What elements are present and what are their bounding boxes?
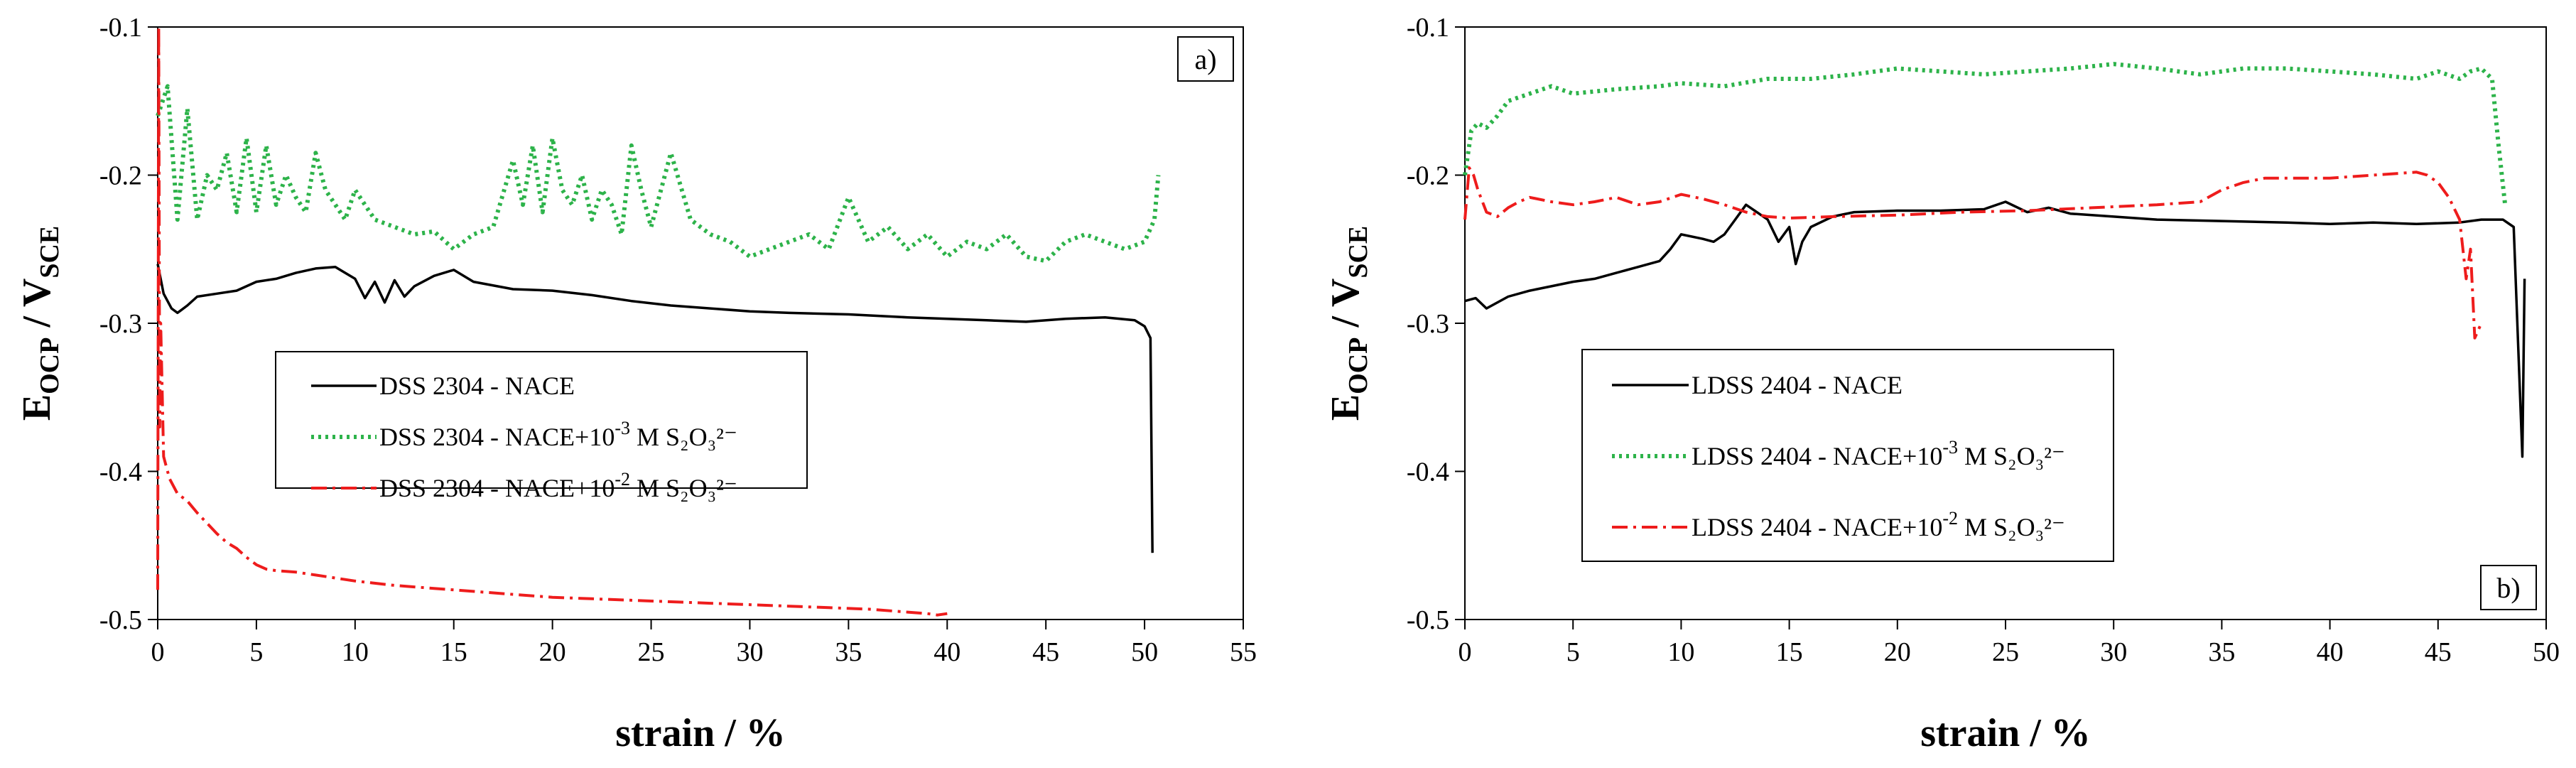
legend-species: M S₂O₃²⁻	[1958, 513, 2065, 541]
x-tick-label: 25	[1992, 637, 2019, 667]
x-tick-label: 50	[1131, 637, 1158, 667]
legend-entry: DSS 2304 - NACE+10-2 M S₂O₃²⁻	[379, 469, 737, 502]
y-tick-label: -0.3	[1407, 309, 1449, 339]
legend-exponent: -2	[1942, 508, 1958, 529]
x-tick-label: 25	[638, 637, 665, 667]
x-tick-label: 20	[1884, 637, 1911, 667]
legend-entry: LDSS 2404 - NACE+10-2 M S₂O₃²⁻	[1692, 508, 2065, 541]
legend-label: LDSS 2404 - NACE	[1692, 371, 1903, 399]
legend-label: LDSS 2404 - NACE+10	[1692, 442, 1942, 470]
legend-label: DSS 2304 - NACE+10	[379, 474, 615, 502]
legend-label: DSS 2304 - NACE+10	[379, 423, 615, 451]
legend-species: M S₂O₃²⁻	[630, 423, 737, 451]
x-tick-label: 15	[1776, 637, 1803, 667]
series-line	[1464, 200, 2526, 458]
series-line	[1463, 166, 2483, 340]
legend-entry: LDSS 2404 - NACE+10-3 M S₂O₃²⁻	[1692, 437, 2065, 470]
panel-a: 0 5 10 15 20 25 30 35 40 45 50 55 -0.1 -0.2 -0.3 -0.4 -0…	[15, 13, 1257, 755]
legend-exponent: -3	[1942, 437, 1958, 458]
x-tick-label: 5	[249, 637, 263, 667]
y-axis-title: EOCP / VSCE	[15, 226, 65, 421]
legend-species: M S₂O₃²⁻	[1958, 442, 2065, 470]
x-tick-label: 20	[539, 637, 566, 667]
panel-tag-label: a)	[1194, 43, 1216, 75]
y-tick-label: -0.2	[99, 161, 142, 191]
x-tick-label: 55	[1230, 637, 1257, 667]
y-tick-label: -0.4	[1407, 458, 1449, 487]
y-tick-label: -0.3	[99, 309, 142, 339]
legend-entry: DSS 2304 - NACE+10-3 M S₂O₃²⁻	[379, 418, 737, 451]
x-tick-label: 35	[2208, 637, 2235, 667]
x-tick-label: 45	[1032, 637, 1059, 667]
x-tick-label: 35	[835, 637, 862, 667]
x-tick-label: 15	[440, 637, 467, 667]
x-tick-label: 0	[1459, 637, 1472, 667]
series-line	[1463, 62, 2508, 205]
legend-entry: DSS 2304 - NACE	[379, 372, 575, 400]
y-axis-title: EOCP / VSCE	[1324, 226, 1373, 421]
series-line	[156, 26, 948, 617]
x-tick-label: 45	[2425, 637, 2452, 667]
legend-species: M S₂O₃²⁻	[630, 474, 737, 502]
panel-tag-label: b)	[2496, 572, 2520, 604]
x-tick-label: 40	[933, 637, 960, 667]
legend-label: LDSS 2404 - NACE+10	[1692, 513, 1942, 541]
y-tick-label: -0.2	[1407, 161, 1449, 191]
series-line	[156, 264, 1154, 553]
y-tick-label: -0.5	[99, 605, 142, 635]
x-tick-label: 50	[2533, 637, 2560, 667]
panel-tag-box	[2480, 565, 2537, 610]
x-tick-label: 10	[342, 637, 369, 667]
legend-entry: LDSS 2404 - NACE	[1692, 371, 1903, 399]
x-tick-label: 10	[1667, 637, 1694, 667]
legend-exponent: -3	[615, 418, 630, 438]
legend-box	[275, 351, 808, 489]
panel-tag-box	[1177, 36, 1234, 82]
y-tick-label: -0.5	[1407, 605, 1449, 635]
y-tick-label: -0.1	[99, 13, 142, 43]
panel-b: 0 5 10 15 20 25 30 35 40 45 50 -0.1 -0.2 -0.3 -0.4 -0.5…	[1324, 13, 2560, 755]
x-axis-title: strain / %	[1920, 711, 2091, 755]
legend-exponent: -2	[615, 469, 630, 490]
x-tick-label: 30	[2100, 637, 2127, 667]
y-tick-label: -0.4	[99, 458, 142, 487]
legend-label: DSS 2304 - NACE	[379, 372, 575, 400]
x-axis-title: strain / %	[615, 711, 786, 755]
x-tick-label: 40	[2317, 637, 2344, 667]
y-tick-label: -0.1	[1407, 13, 1449, 43]
plot-area	[157, 26, 1244, 620]
x-tick-label: 5	[1566, 637, 1580, 667]
x-tick-label: 30	[736, 637, 763, 667]
series-line	[156, 84, 1161, 264]
x-tick-label: 0	[151, 637, 165, 667]
